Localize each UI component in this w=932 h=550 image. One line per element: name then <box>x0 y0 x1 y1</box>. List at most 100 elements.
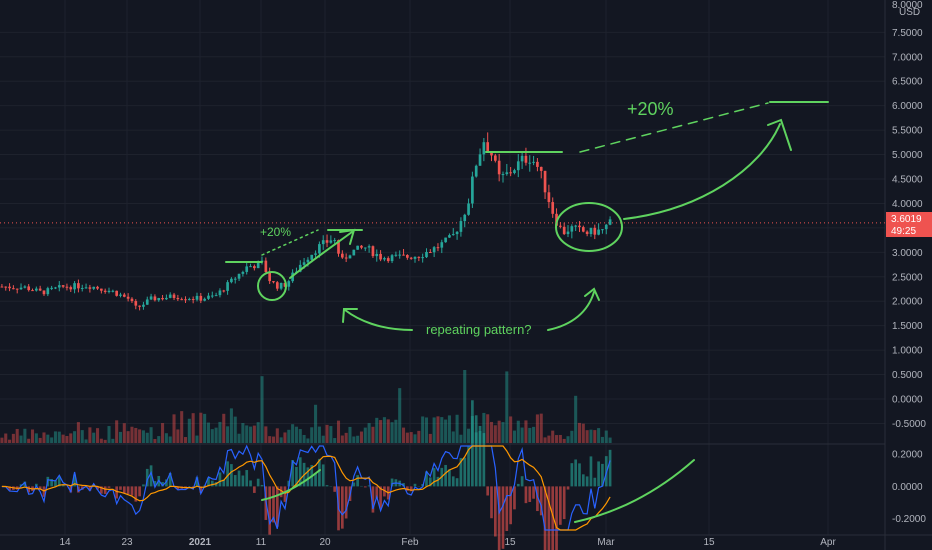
volume-bar <box>348 426 352 443</box>
candle-body <box>425 252 428 258</box>
candle-body <box>539 166 543 171</box>
candle-body <box>54 287 57 289</box>
volume-bar <box>264 426 268 443</box>
candle-body <box>421 257 425 259</box>
volume-bar <box>371 426 375 443</box>
volume-bar <box>421 416 425 443</box>
macd-histogram-bar <box>585 476 589 487</box>
candle-body <box>497 160 501 175</box>
candle-body <box>340 253 344 258</box>
candle-body <box>207 295 210 299</box>
candle-body <box>551 202 555 214</box>
macd-histogram-bar <box>516 483 520 487</box>
candle-body <box>279 282 283 289</box>
volume-bar <box>206 422 210 443</box>
macd-histogram-bar <box>295 466 298 487</box>
macd-histogram-bar <box>138 486 141 497</box>
candle-body <box>428 252 432 254</box>
candle-body <box>528 162 532 164</box>
volume-bar <box>157 436 161 443</box>
volume-bar <box>118 431 123 443</box>
volume-bar <box>547 435 551 443</box>
volume-bar <box>302 434 306 443</box>
candle-body <box>187 299 191 301</box>
macd-histogram-bar <box>482 433 486 487</box>
volume-bar <box>161 423 165 443</box>
volume-bar <box>486 414 490 443</box>
candle-body <box>406 254 409 258</box>
volume-bar <box>493 425 497 443</box>
candle-body <box>390 255 394 262</box>
volume-bar <box>11 433 15 443</box>
candle-body <box>46 288 50 295</box>
macd-histogram-bar <box>130 486 134 496</box>
macd-histogram-bar <box>260 484 264 487</box>
volume-bar <box>183 437 188 443</box>
macd-histogram-bar <box>428 477 432 487</box>
candle-body <box>409 257 413 259</box>
annotation-pct-large: +20% <box>627 99 674 119</box>
volume-bar <box>0 437 4 443</box>
volume-bar <box>562 438 566 443</box>
volume-bar <box>245 425 249 443</box>
arrow-repeat-left-head <box>342 308 358 323</box>
macd-histogram-bar <box>513 486 516 510</box>
volume-bar <box>509 416 513 443</box>
dotted-target-line-1 <box>261 229 319 256</box>
volume-bar <box>489 421 494 443</box>
volume-bar <box>176 429 180 443</box>
macd-histogram-bar <box>168 473 172 487</box>
macd-y-tick-label: 0.0000 <box>892 482 923 493</box>
macd-histogram-bar <box>547 486 551 550</box>
candle-body <box>306 259 310 263</box>
macd-histogram-bar <box>245 470 249 487</box>
volume-bar <box>268 436 272 443</box>
candle-body <box>318 244 321 254</box>
candle-body <box>597 229 600 235</box>
macd-histogram-bar <box>100 486 103 494</box>
volume-bar <box>585 430 589 443</box>
volume-bar <box>172 414 176 443</box>
volume-bar <box>69 433 73 443</box>
candle-body <box>329 240 333 243</box>
macd-histogram-bar <box>272 486 275 523</box>
macd-pane <box>0 400 612 550</box>
candle-body <box>61 285 65 287</box>
candle-body <box>509 172 512 174</box>
volume-bar <box>402 427 406 443</box>
macd-histogram-bar <box>562 486 566 520</box>
volume-bar <box>111 438 115 443</box>
candle-body <box>585 231 589 235</box>
volume-bar <box>8 439 12 443</box>
candle-body <box>367 246 371 248</box>
volume-bar <box>321 435 325 443</box>
volume-bar <box>558 434 562 443</box>
volume-bar <box>145 432 149 443</box>
volume-bar <box>356 435 360 443</box>
candle-body <box>161 297 164 300</box>
volume-bar <box>424 417 429 443</box>
candle-body <box>593 227 597 235</box>
macd-histogram-bar <box>474 415 478 487</box>
candle-body <box>413 256 417 259</box>
y-tick-label: 6.0000 <box>892 101 923 112</box>
volume-bar <box>42 432 46 443</box>
macd-histogram-bar <box>524 486 528 504</box>
macd-y-tick-label: 0.2000 <box>892 450 923 461</box>
macd-histogram-bar <box>390 478 394 487</box>
macd-arc-left <box>261 469 321 501</box>
candle-body <box>333 240 337 242</box>
macd-histogram-bar <box>142 484 145 487</box>
volume-bar <box>451 431 455 443</box>
macd-histogram-bar <box>344 486 348 519</box>
macd-histogram-bar <box>528 486 532 503</box>
candle-body <box>4 286 8 288</box>
arrow-head-2 <box>767 118 792 151</box>
candle-body <box>482 142 486 155</box>
candle-body <box>566 231 570 235</box>
consolidation-circle-1 <box>257 271 287 301</box>
volume-bar <box>38 437 42 443</box>
macd-histogram-bar <box>226 461 229 487</box>
volume-bar <box>291 424 295 443</box>
candle-body <box>455 231 459 235</box>
